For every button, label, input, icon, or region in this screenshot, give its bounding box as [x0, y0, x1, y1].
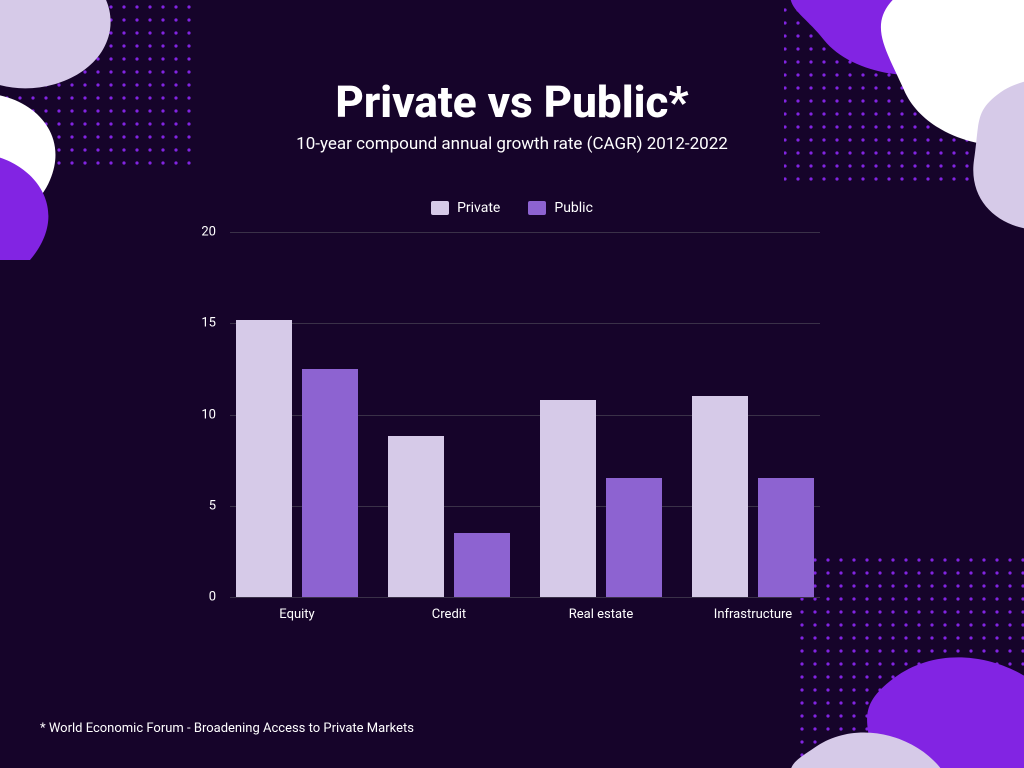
y-axis-tick-label: 0: [209, 590, 230, 605]
bar: [758, 478, 814, 597]
bar: [236, 320, 292, 597]
legend-item: Private: [431, 200, 500, 216]
bar: [606, 478, 662, 597]
y-axis-tick-label: 5: [209, 498, 230, 513]
bar: [692, 396, 748, 597]
legend-label: Public: [554, 200, 593, 216]
x-axis-tick-label: Real estate: [569, 597, 633, 622]
chart-footnote: * World Economic Forum - Broadening Acce…: [40, 721, 414, 736]
legend-label: Private: [457, 200, 500, 216]
x-axis-tick-label: Infrastructure: [714, 597, 792, 622]
infographic-canvas: Private vs Public* 10-year compound annu…: [0, 0, 1024, 768]
y-axis-tick-label: 20: [201, 225, 230, 240]
legend-swatch: [528, 201, 546, 215]
decor-top-left: [0, 0, 260, 260]
chart-legend: Private Public: [0, 200, 1024, 216]
bars-layer: [230, 232, 820, 597]
bar: [540, 400, 596, 597]
chart-plot-area: 05101520EquityCreditReal estateInfrastru…: [230, 232, 820, 597]
chart-subtitle: 10-year compound annual growth rate (CAG…: [0, 134, 1024, 154]
y-axis-tick-label: 15: [201, 316, 230, 331]
bar: [388, 436, 444, 597]
x-axis-tick-label: Equity: [279, 597, 314, 622]
bar: [454, 533, 510, 597]
bar: [302, 369, 358, 597]
chart-title: Private vs Public*: [0, 76, 1024, 128]
x-axis-tick-label: Credit: [432, 597, 466, 622]
legend-swatch: [431, 201, 449, 215]
y-axis-tick-label: 10: [201, 407, 230, 422]
legend-item: Public: [528, 200, 593, 216]
